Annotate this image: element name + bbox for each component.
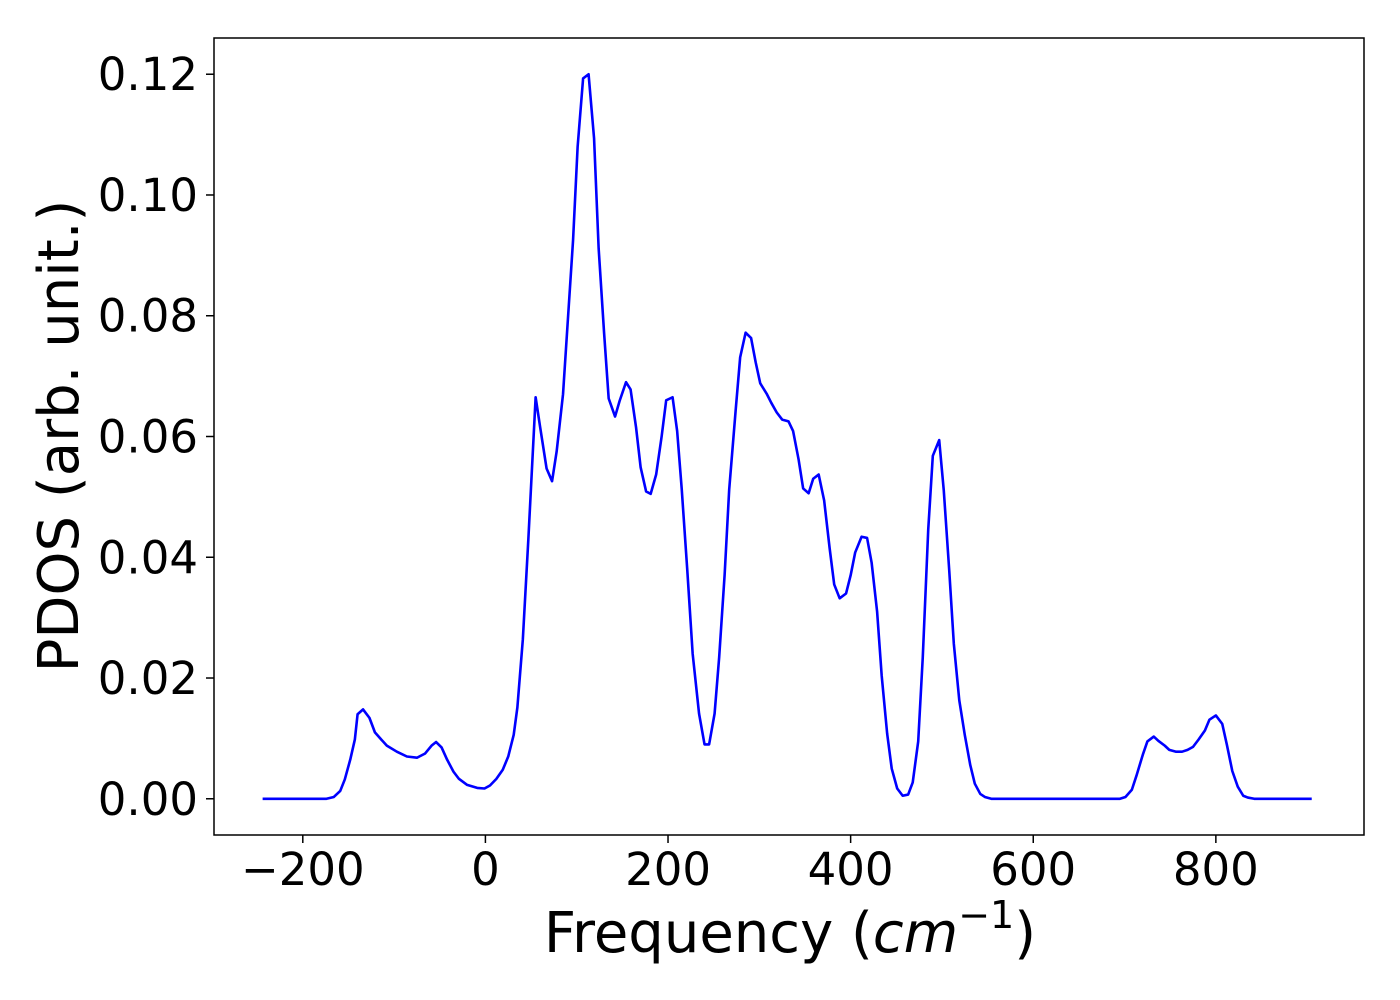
x-label-close: ) xyxy=(1014,901,1036,966)
x-tick-label: −200 xyxy=(241,843,365,896)
y-axis-label: PDOS (arb. unit.) xyxy=(27,200,92,673)
x-axis-label: Frequency (cm−1) xyxy=(544,893,1036,966)
y-tick-label: 0.12 xyxy=(98,48,198,101)
x-label-math: cm xyxy=(873,901,958,966)
x-label-text: Frequency ( xyxy=(544,901,873,966)
x-tick-label: 200 xyxy=(625,843,711,896)
y-tick-label: 0.02 xyxy=(98,652,198,705)
y-tick-label: 0.04 xyxy=(98,531,198,584)
data-line xyxy=(262,72,1312,801)
x-tick-label: 600 xyxy=(990,843,1076,896)
x-tick-label: 400 xyxy=(808,843,894,896)
y-tick-label: 0.06 xyxy=(98,411,198,464)
x-tick-label: 800 xyxy=(1173,843,1259,896)
x-label-sup: −1 xyxy=(958,893,1014,937)
plot-frame xyxy=(213,37,1365,836)
y-tick-label: 0.08 xyxy=(98,290,198,343)
y-tick-label: 0.10 xyxy=(98,169,198,222)
x-tick-label: 0 xyxy=(471,843,500,896)
y-tick-label: 0.00 xyxy=(98,773,198,826)
